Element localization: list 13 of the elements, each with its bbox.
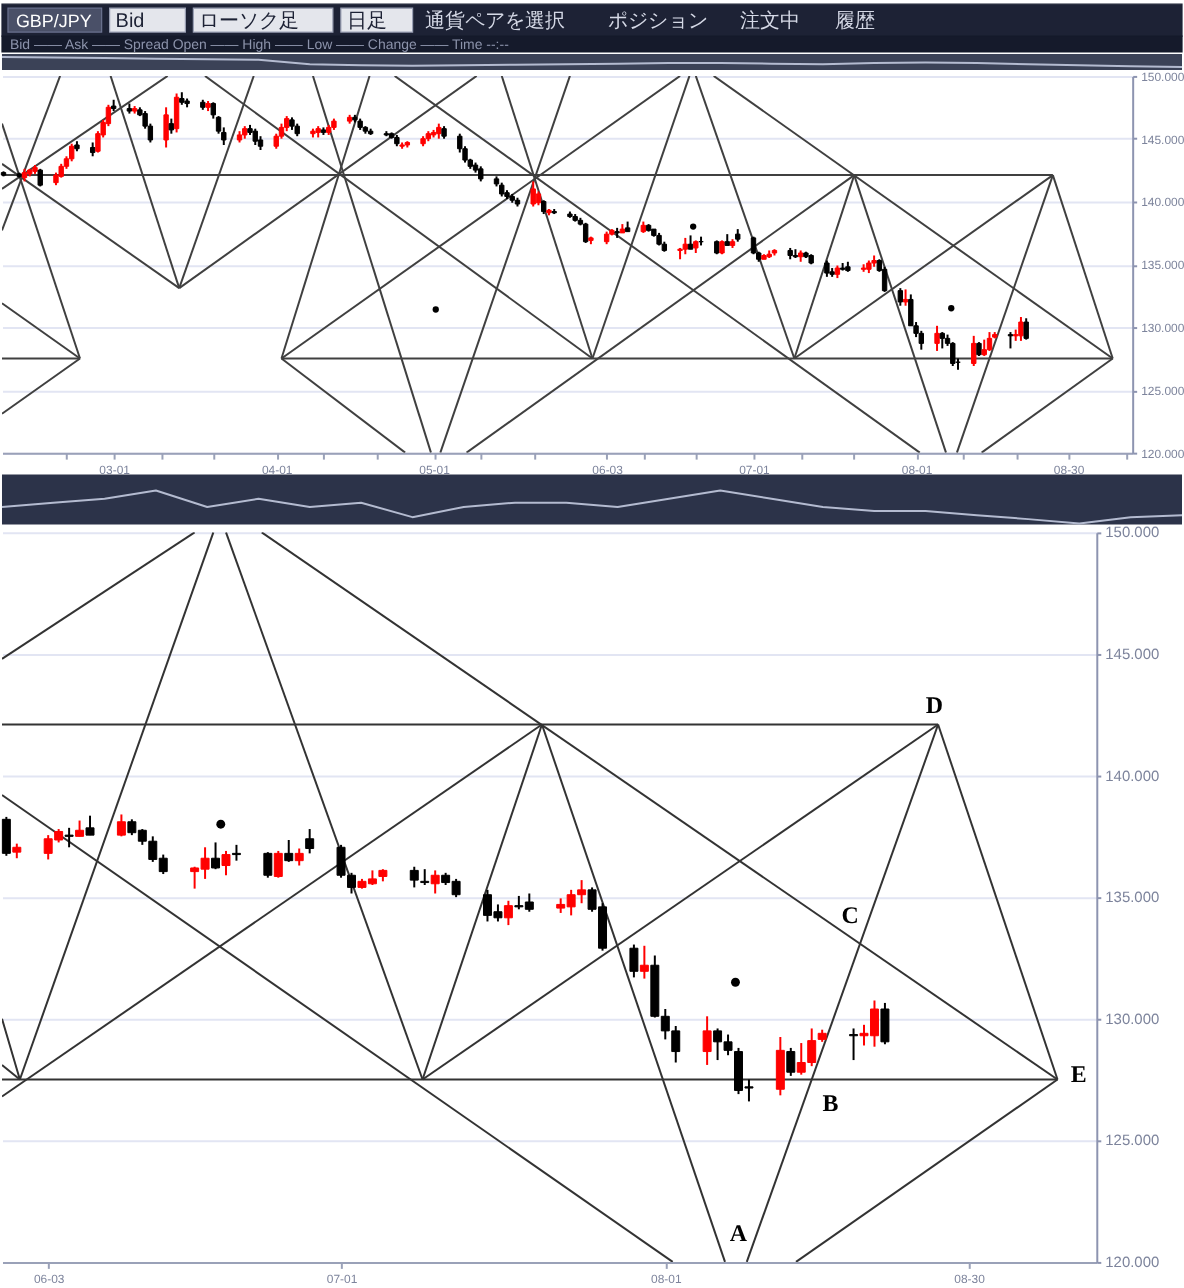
text: 日足 — [346, 11, 387, 34]
text: ポジション — [607, 11, 708, 34]
annotation: D — [925, 690, 944, 719]
text: 通貨ペアを選択 — [424, 9, 565, 34]
text: Bid — [115, 11, 145, 34]
text: GBP/JPY — [15, 11, 92, 32]
annotation: B — [822, 1088, 839, 1117]
text: 履歴 — [835, 11, 876, 34]
annotation: C — [841, 901, 859, 930]
text: 注文中 — [739, 9, 800, 34]
annotation: E — [1070, 1059, 1087, 1088]
annotation: A — [729, 1219, 748, 1248]
text: ローソク足 — [199, 11, 300, 34]
